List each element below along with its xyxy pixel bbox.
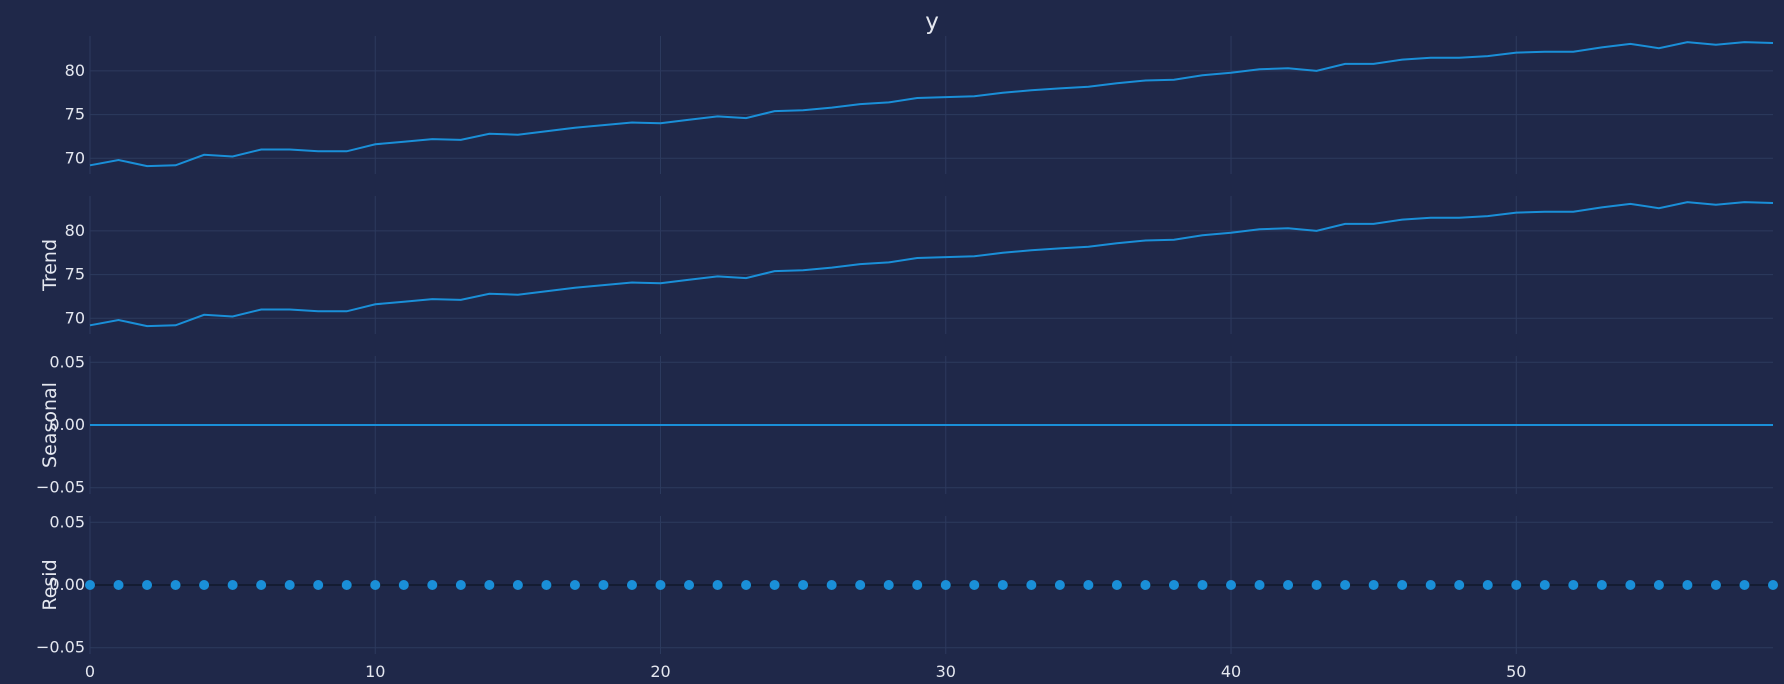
resid-point	[512, 580, 523, 590]
resid-point	[370, 580, 381, 590]
resid-point	[313, 580, 324, 590]
resid-point	[1625, 580, 1636, 590]
observed-y-tick-label: 70	[65, 148, 85, 167]
x-tick-label: 50	[1506, 662, 1526, 681]
resid-point	[1140, 580, 1151, 590]
resid-point	[1739, 580, 1750, 590]
seasonal-y-axis-label: Seasonal	[39, 382, 61, 468]
resid-point	[1454, 580, 1465, 590]
resid-point	[855, 580, 866, 590]
resid-point	[284, 580, 295, 590]
resid-y-axis-label: Resid	[39, 559, 61, 610]
trend-y-tick-label: 70	[65, 308, 85, 327]
resid-point	[1482, 580, 1493, 590]
observed-y-tick-label: 80	[65, 61, 85, 80]
resid-point	[541, 580, 552, 590]
resid-point	[826, 580, 837, 590]
resid-point	[1054, 580, 1065, 590]
resid-point	[1568, 580, 1579, 590]
resid-point	[1368, 580, 1379, 590]
resid-point	[940, 580, 951, 590]
trend-y-axis-label: Trend	[39, 239, 61, 292]
resid-point	[997, 580, 1008, 590]
x-tick-label: 10	[365, 662, 385, 681]
resid-point	[1283, 580, 1294, 590]
resid-point	[227, 580, 238, 590]
resid-point	[1111, 580, 1122, 590]
resid-y-tick-label: −0.05	[36, 638, 85, 657]
trend-y-tick-label: 75	[65, 265, 85, 284]
resid-point	[1168, 580, 1179, 590]
resid-y-tick-label: 0.00	[49, 575, 85, 594]
resid-y-tick-label: 0.05	[49, 512, 85, 531]
x-tick-label: 0	[85, 662, 95, 681]
resid-point	[1226, 580, 1237, 590]
resid-point	[1026, 580, 1037, 590]
seasonal-y-tick-label: −0.05	[36, 478, 85, 497]
resid-point	[1254, 580, 1265, 590]
resid-point	[1710, 580, 1721, 590]
resid-point	[1511, 580, 1522, 590]
x-tick-label: 20	[650, 662, 670, 681]
resid-point	[569, 580, 580, 590]
resid-point	[741, 580, 752, 590]
resid-point	[1340, 580, 1351, 590]
resid-point	[769, 580, 780, 590]
resid-point	[1682, 580, 1693, 590]
resid-point	[626, 580, 637, 590]
resid-point	[1596, 580, 1607, 590]
resid-point	[684, 580, 695, 590]
chart-title: y	[925, 9, 939, 35]
resid-point	[912, 580, 923, 590]
trend-series-line	[89, 201, 1774, 328]
resid-point	[256, 580, 267, 590]
resid-point	[1397, 580, 1408, 590]
resid-point	[969, 580, 980, 590]
resid-point	[170, 580, 181, 590]
resid-point	[398, 580, 409, 590]
observed-y-tick-label: 75	[65, 105, 85, 124]
trend-y-tick-label: 80	[65, 221, 85, 240]
resid-point	[1539, 580, 1550, 590]
resid-point	[142, 580, 153, 590]
resid-point	[427, 580, 438, 590]
resid-point	[455, 580, 466, 590]
resid-point	[113, 580, 124, 590]
resid-point	[655, 580, 666, 590]
resid-point	[1083, 580, 1094, 590]
resid-point	[712, 580, 723, 590]
resid-point	[341, 580, 352, 590]
resid-point	[1425, 580, 1436, 590]
resid-point	[484, 580, 495, 590]
seasonal-y-tick-label: 0.00	[49, 415, 85, 434]
resid-point	[85, 580, 95, 590]
resid-point	[199, 580, 210, 590]
resid-point	[883, 580, 894, 590]
resid-point	[1653, 580, 1664, 590]
seasonal-y-tick-label: 0.05	[49, 352, 85, 371]
resid-point	[1768, 580, 1778, 590]
resid-point	[1197, 580, 1208, 590]
resid-point	[1311, 580, 1322, 590]
resid-point	[598, 580, 609, 590]
x-tick-label: 40	[1221, 662, 1241, 681]
resid-point	[798, 580, 809, 590]
x-tick-label: 30	[936, 662, 956, 681]
observed-series-line	[89, 41, 1774, 168]
